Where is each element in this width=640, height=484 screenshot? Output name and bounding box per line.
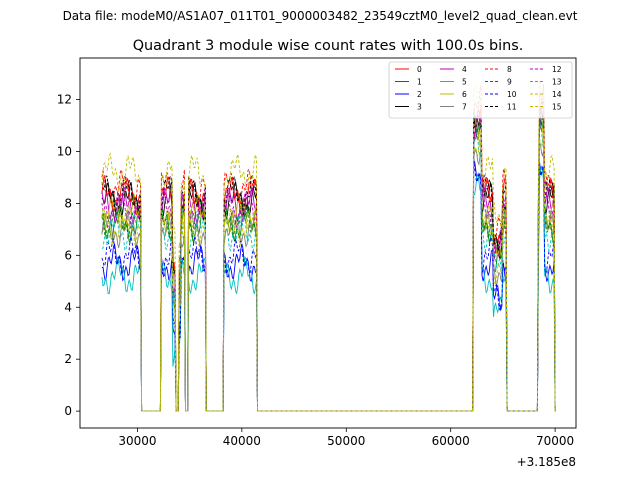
- legend-label-6: 6: [462, 90, 467, 99]
- x-offset-label: +3.185e8: [517, 455, 576, 469]
- x-tick-label: 50000: [327, 434, 365, 448]
- legend-label-12: 12: [552, 65, 562, 74]
- legend-label-14: 14: [552, 90, 562, 99]
- y-tick-label: 12: [57, 93, 72, 107]
- legend-label-7: 7: [462, 103, 467, 112]
- legend-box: [388, 61, 573, 119]
- legend-label-11: 11: [507, 103, 517, 112]
- legend-label-15: 15: [552, 103, 562, 112]
- legend-label-3: 3: [417, 103, 422, 112]
- y-tick-label: 6: [64, 248, 72, 262]
- y-tick-label: 0: [64, 404, 72, 418]
- legend-label-2: 2: [417, 90, 422, 99]
- legend-label-5: 5: [462, 78, 467, 87]
- x-axis: 30000 40000 50000 60000 70000: [118, 428, 574, 448]
- series-line-15: [101, 129, 556, 412]
- figure-suptitle: Data file: modeM0/AS1A07_011T01_90000034…: [63, 9, 578, 23]
- x-tick-label: 30000: [118, 434, 156, 448]
- y-tick-label: 10: [57, 144, 72, 158]
- legend-label-9: 9: [507, 78, 512, 87]
- y-tick-label: 2: [64, 352, 72, 366]
- y-tick-label: 4: [64, 300, 72, 314]
- legend-label-1: 1: [417, 78, 422, 87]
- y-axis: 0 2 4 6 8 10 12: [57, 93, 80, 418]
- legend-label-8: 8: [507, 65, 512, 74]
- x-tick-label: 40000: [223, 434, 261, 448]
- x-tick-label: 70000: [536, 434, 574, 448]
- chart-title: Quadrant 3 module wise count rates with …: [133, 38, 524, 54]
- legend-label-4: 4: [462, 65, 467, 74]
- legend-label-13: 13: [552, 78, 562, 87]
- legend-label-10: 10: [507, 90, 517, 99]
- x-tick-label: 60000: [432, 434, 470, 448]
- plot-frame: [79, 57, 577, 429]
- legend-label-0: 0: [417, 65, 422, 74]
- y-tick-label: 8: [64, 196, 72, 210]
